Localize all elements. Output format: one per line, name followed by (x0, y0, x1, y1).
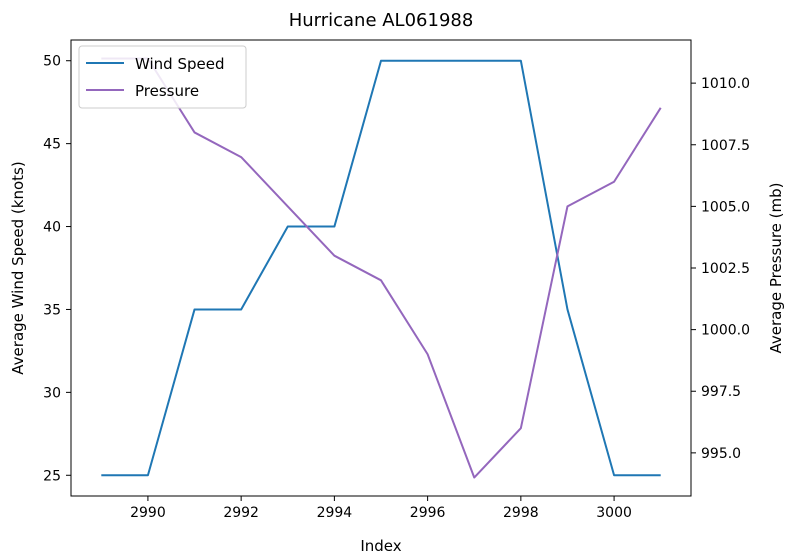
right-y-tick-label: 997.5 (701, 384, 741, 400)
x-tick-label: 2998 (503, 505, 539, 521)
left-y-axis-ticks: 25 30 35 40 45 50 (43, 54, 71, 484)
x-axis-ticks: 2990 2992 2994 2996 2998 3000 (130, 496, 632, 521)
left-y-tick-label: 35 (43, 302, 61, 318)
right-y-tick-label: 1010.0 (701, 76, 750, 92)
left-y-tick-label: 25 (43, 468, 61, 484)
legend-label-pressure: Pressure (135, 82, 199, 100)
legend: Wind Speed Pressure (78, 45, 247, 109)
x-axis-title: Index (360, 537, 401, 555)
legend-label-wind-speed: Wind Speed (135, 55, 225, 73)
series-line-wind-speed (101, 59, 661, 477)
plot-lines (101, 57, 662, 479)
left-y-tick-label: 30 (43, 385, 61, 401)
x-tick-label: 3000 (596, 505, 632, 521)
x-tick-label: 2990 (130, 505, 166, 521)
left-y-tick-label: 45 (43, 137, 61, 153)
right-y-tick-label: 1000.0 (701, 323, 750, 339)
right-y-axis-ticks: 995.0 997.5 1000.0 1002.5 1005.0 1007.5 1010.0 (691, 76, 750, 462)
legend-box (78, 45, 247, 109)
x-tick-label: 2994 (317, 505, 353, 521)
chart-title: Hurricane AL061988 (289, 10, 474, 31)
series-line-pressure (101, 57, 662, 479)
right-y-axis-title: Average Pressure (mb) (767, 182, 785, 353)
left-y-tick-label: 50 (43, 54, 61, 70)
x-tick-label: 2996 (410, 505, 446, 521)
left-y-axis-title: Average Wind Speed (knots) (9, 161, 27, 374)
left-y-tick-label: 40 (43, 220, 61, 236)
right-y-tick-label: 995.0 (701, 446, 741, 462)
right-y-tick-label: 1007.5 (701, 138, 750, 154)
right-y-tick-label: 1005.0 (701, 199, 750, 215)
right-y-tick-label: 1002.5 (701, 261, 750, 277)
x-tick-label: 2992 (223, 505, 259, 521)
